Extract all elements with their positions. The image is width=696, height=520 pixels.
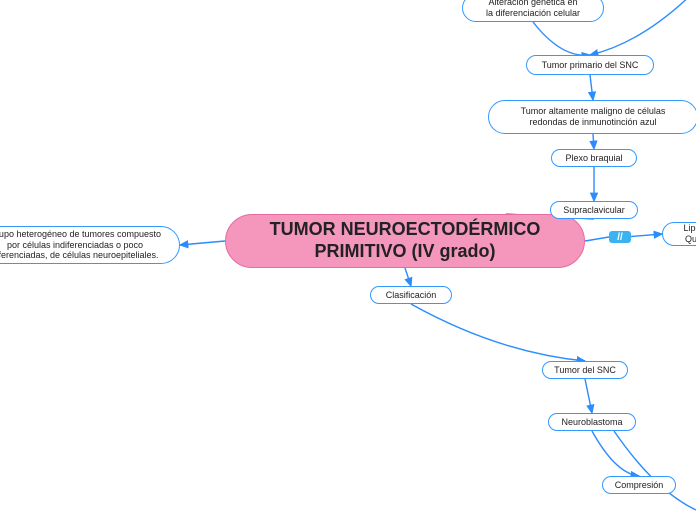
node-clasificacion[interactable]: Clasificación bbox=[370, 286, 452, 304]
node-tumor-primario[interactable]: Tumor primario del SNC bbox=[526, 55, 654, 75]
node-maligno[interactable]: Tumor altamente maligno de células redon… bbox=[488, 100, 696, 134]
link-chip[interactable]: // bbox=[609, 231, 631, 243]
mindmap-canvas: TUMOR NEUROECTODÉRMICO PRIMITIVO (IV gra… bbox=[0, 0, 696, 520]
node-grupo[interactable]: Grupo heterogéneo de tumores compuesto p… bbox=[0, 226, 180, 264]
node-tumor-snc[interactable]: Tumor del SNC bbox=[542, 361, 628, 379]
node-supra[interactable]: Supraclavicular bbox=[550, 201, 638, 219]
node-lipo[interactable]: Lipo Qui bbox=[662, 222, 696, 246]
node-neuroblastoma[interactable]: Neuroblastoma bbox=[548, 413, 636, 431]
node-alteracion[interactable]: Alteración genética en la diferenciación… bbox=[462, 0, 604, 22]
node-plexo[interactable]: Plexo braquial bbox=[551, 149, 637, 167]
node-compresion[interactable]: Compresión bbox=[602, 476, 676, 494]
root-node[interactable]: TUMOR NEUROECTODÉRMICO PRIMITIVO (IV gra… bbox=[225, 214, 585, 268]
